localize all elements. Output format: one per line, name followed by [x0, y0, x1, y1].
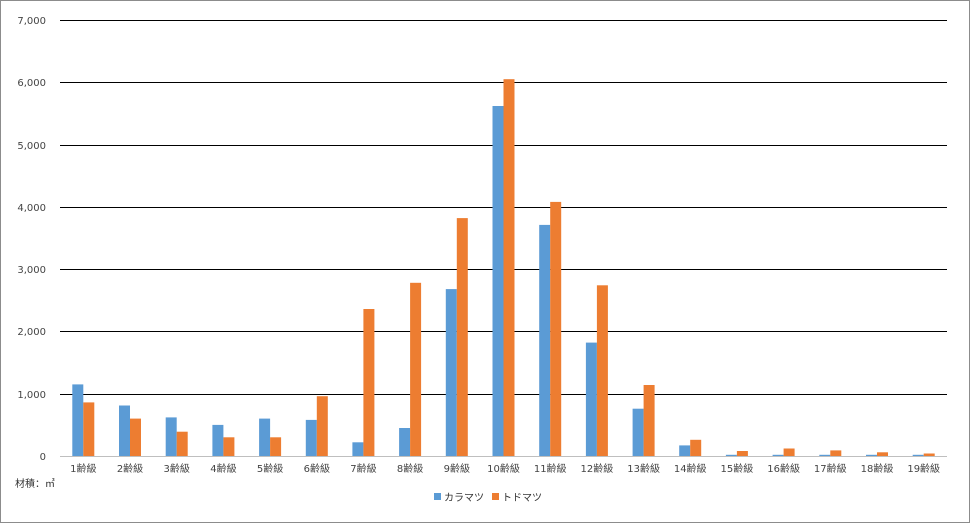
x-tick-label: 15齢級 — [721, 462, 754, 475]
bar-karamatsu — [445, 289, 457, 456]
bar-karamatsu — [212, 424, 224, 456]
legend-swatch-karamatsu — [434, 493, 441, 500]
y-tick-label: 4,000 — [17, 203, 46, 214]
bar-todomatsu — [316, 396, 328, 456]
bar-todomatsu — [643, 385, 655, 456]
bar-todomatsu — [363, 309, 375, 456]
bar-todomatsu — [270, 437, 282, 456]
x-tick-label: 10齢級 — [487, 462, 520, 475]
x-axis-ticks: 1齢級 2齢級 3齢級 4齢級 5齢級 6齢級 7齢級 8齢級 9齢級 10齢級 11齢級 12齢級 1… — [70, 462, 940, 475]
x-tick-label: 8齢級 — [397, 462, 423, 475]
bar-karamatsu — [912, 454, 924, 456]
bar-karamatsu — [399, 428, 411, 456]
bar-todomatsu — [456, 218, 468, 456]
x-tick-label: 19齢級 — [907, 462, 940, 475]
x-tick-label: 9齢級 — [444, 462, 470, 475]
bar-karamatsu — [725, 454, 737, 456]
bars — [72, 79, 935, 456]
x-tick-label: 16齢級 — [767, 462, 800, 475]
x-tick-label: 18齢級 — [861, 462, 894, 475]
x-tick-label: 11齢級 — [534, 462, 567, 475]
y-tick-label: 2,000 — [17, 327, 46, 338]
x-tick-label: 3齢級 — [164, 462, 190, 475]
bar-karamatsu — [539, 224, 551, 456]
bar-todomatsu — [923, 453, 935, 456]
y-tick-label: 0 — [40, 452, 46, 463]
bar-todomatsu — [690, 439, 702, 456]
x-tick-label: 14齢級 — [674, 462, 707, 475]
y-axis-unit-label: 材積：㎥ — [15, 479, 55, 490]
legend-label-todomatsu: トドマツ — [502, 493, 542, 504]
bar-todomatsu — [550, 201, 562, 456]
legend: カラマツ トドマツ — [434, 489, 542, 504]
y-tick-label: 6,000 — [17, 78, 46, 89]
legend-item-todomatsu: トドマツ — [492, 489, 542, 504]
bar-karamatsu — [866, 454, 877, 456]
bar-todomatsu — [736, 451, 748, 456]
bar-karamatsu — [819, 454, 831, 456]
x-tick-label: 7齢級 — [350, 462, 376, 475]
legend-item-karamatsu: カラマツ — [434, 489, 484, 504]
bar-karamatsu — [492, 106, 504, 456]
x-tick-label: 2齢級 — [117, 462, 143, 475]
y-tick-label: 7,000 — [17, 16, 46, 27]
bar-karamatsu — [259, 418, 271, 456]
y-tick-label: 1,000 — [17, 390, 46, 401]
x-tick-label: 1齢級 — [70, 462, 96, 475]
bar-todomatsu — [83, 402, 95, 456]
bar-karamatsu — [165, 417, 177, 456]
bar-todomatsu — [783, 448, 795, 456]
bar-karamatsu — [632, 408, 644, 456]
legend-label-karamatsu: カラマツ — [444, 493, 484, 504]
bar-karamatsu — [119, 405, 130, 456]
x-tick-label: 5齢級 — [257, 462, 283, 475]
x-tick-label: 13齢級 — [627, 462, 660, 475]
bar-karamatsu — [352, 442, 364, 456]
x-tick-label: 12齢級 — [581, 462, 614, 475]
bar-todomatsu — [503, 79, 515, 456]
y-axis-ticks: 0 1,000 2,000 3,000 4,000 5,000 6,000 7,000 — [17, 16, 46, 463]
x-tick-label: 6齢級 — [304, 462, 330, 475]
bar-karamatsu — [585, 342, 597, 456]
bar-todomatsu — [596, 285, 608, 456]
x-tick-label: 17齢級 — [814, 462, 847, 475]
bar-karamatsu — [772, 454, 784, 456]
bar-karamatsu — [305, 419, 317, 456]
y-tick-label: 5,000 — [17, 141, 46, 152]
bar-todomatsu — [830, 450, 842, 456]
bar-todomatsu — [223, 437, 235, 456]
bar-karamatsu — [72, 384, 84, 456]
bar-todomatsu — [410, 282, 422, 456]
y-tick-label: 3,000 — [17, 265, 46, 276]
legend-swatch-todomatsu — [492, 493, 499, 500]
bar-todomatsu — [877, 452, 888, 456]
bar-todomatsu — [130, 418, 141, 456]
x-tick-label: 4齢級 — [210, 462, 236, 475]
bar-todomatsu — [176, 431, 188, 456]
bar-karamatsu — [679, 445, 691, 456]
